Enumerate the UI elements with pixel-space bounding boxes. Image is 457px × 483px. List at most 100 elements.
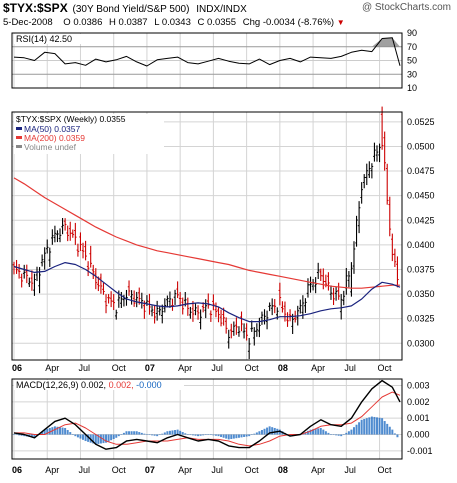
macd-histogram-bar <box>71 434 74 435</box>
macd-tick-label: 0.000 <box>407 430 430 440</box>
macd-histogram-bar <box>227 434 230 440</box>
macd-histogram-bar <box>120 434 123 436</box>
macd-x-tick-label: 08 <box>278 465 288 475</box>
rsi-tick-label: 30 <box>407 69 417 79</box>
macd-histogram-bar <box>271 427 274 435</box>
price-panel <box>11 111 403 361</box>
price-legend-title: $TYX:$SPX (Weekly) 0.0355 <box>16 114 126 124</box>
macd-histogram-bar <box>370 416 373 435</box>
macd-histogram-bar <box>13 434 15 436</box>
price-legend-entry: Volume undef <box>24 142 77 152</box>
macd-histogram-bar <box>48 427 51 435</box>
macd-histogram-bar <box>56 426 59 435</box>
macd-histogram-bar <box>179 430 182 435</box>
macd-histogram-bar <box>76 434 79 438</box>
macd-histogram-bar <box>335 434 338 436</box>
rsi-tick-label: 10 <box>407 83 417 93</box>
macd-histogram-bar <box>212 434 215 436</box>
macd-histogram-bar <box>74 434 77 437</box>
macd-histogram-bar <box>20 434 23 436</box>
macd-histogram-bar <box>220 434 223 437</box>
price-legend-entry: MA(50) 0.0357 <box>24 124 80 134</box>
macd-histogram-bar <box>112 434 115 439</box>
macd-histogram-bar <box>59 427 62 435</box>
macd-histogram-bar <box>312 429 315 435</box>
low-value: 0.0343 <box>161 17 191 28</box>
macd-histogram-bar <box>245 434 248 437</box>
macd-signal-line <box>14 391 401 447</box>
price-x-tick-label: Oct <box>245 363 260 373</box>
macd-histogram-bar <box>347 431 350 435</box>
macd-tick-label: 0.002 <box>407 397 430 407</box>
macd-histogram-bar <box>138 432 141 435</box>
macd-line <box>13 379 401 450</box>
price-x-tick-label: Apr <box>45 363 59 373</box>
macd-histogram-bar <box>30 434 33 438</box>
macd-histogram-bar <box>15 434 18 436</box>
rsi-line <box>13 37 401 67</box>
macd-histogram-bar <box>79 434 82 439</box>
macd-histogram-bar <box>204 434 207 436</box>
high-label: H <box>109 17 116 28</box>
macd-histogram-bar <box>105 434 108 443</box>
macd-histogram-bar <box>61 427 64 435</box>
macd-histogram-bar <box>317 428 320 435</box>
macd-histogram-bar <box>337 434 340 436</box>
macd-histogram-bar <box>360 419 363 435</box>
macd-histogram-bar <box>209 434 212 436</box>
macd-x-tick-label: Apr <box>311 465 325 475</box>
macd-histogram-bar <box>158 434 161 436</box>
macd-histogram-bar <box>92 434 95 444</box>
quote-line: 5-Dec-2008 O 0.0386 H 0.0387 L 0.0343 C … <box>3 16 345 29</box>
macd-histogram-bar <box>319 427 322 435</box>
macd-histogram-bar <box>66 430 69 435</box>
macd-histogram-bar <box>225 434 228 439</box>
price-legend-bg <box>14 114 164 154</box>
macd-x-tick-label: 06 <box>12 465 22 475</box>
macd-histogram-bar <box>128 431 131 435</box>
rsi-tick-label: 50 <box>407 56 417 66</box>
macd-histogram-bar <box>174 430 177 435</box>
macd-histogram-bar <box>107 434 110 442</box>
macd-histogram-bar <box>240 434 243 438</box>
macd-x-tick-label: Jul <box>344 465 356 475</box>
macd-label: MACD(12,26,9) 0.002, 0.002, -0.000 <box>16 380 162 390</box>
macd-histogram-bar <box>191 434 194 436</box>
macd-histogram-bar <box>393 433 396 435</box>
macd-histogram-bar <box>184 433 187 435</box>
price-x-tick-label: 06 <box>12 363 22 373</box>
macd-histogram-bar <box>268 426 271 435</box>
macd-histogram-bar <box>140 432 143 435</box>
macd-x-tick-label: Oct <box>245 465 260 475</box>
macd-histogram-bar <box>94 434 97 445</box>
macd-histogram-bar <box>53 426 56 435</box>
macd-histogram-bar <box>151 434 154 436</box>
quote-date: 5-Dec-2008 <box>3 17 53 28</box>
price-legend-swatch <box>16 136 22 139</box>
macd-histogram-bar <box>322 429 325 435</box>
macd-label-bg <box>14 380 184 390</box>
macd-histogram-bar <box>87 434 90 442</box>
symbol: $TYX:$SPX <box>3 1 68 15</box>
macd-histogram-bar <box>253 433 256 435</box>
macd-histogram-bar <box>117 434 120 437</box>
macd-x-tick-label: Jul <box>78 465 90 475</box>
macd-histogram-bar <box>358 422 361 435</box>
price-tick-label: 0.0450 <box>407 191 435 201</box>
price-tick-label: 0.0375 <box>407 264 435 274</box>
macd-histogram-bar <box>363 419 366 435</box>
macd-histogram-bar <box>18 434 21 436</box>
macd-histogram-bar <box>345 432 348 435</box>
close-label: C <box>197 17 205 28</box>
close-value: 0.0355 <box>207 17 237 28</box>
price-tick-label: 0.0525 <box>407 117 435 127</box>
macd-histogram-bar <box>260 430 263 435</box>
rsi-panel <box>11 32 403 89</box>
price-x-tick-label: Oct <box>378 363 393 373</box>
macd-histogram-bar <box>235 434 238 439</box>
price-tick-label: 0.0325 <box>407 314 435 324</box>
price-x-tick-label: 07 <box>145 363 155 373</box>
macd-histogram-bar <box>197 434 200 437</box>
rsi-tick-label: 70 <box>407 42 417 52</box>
